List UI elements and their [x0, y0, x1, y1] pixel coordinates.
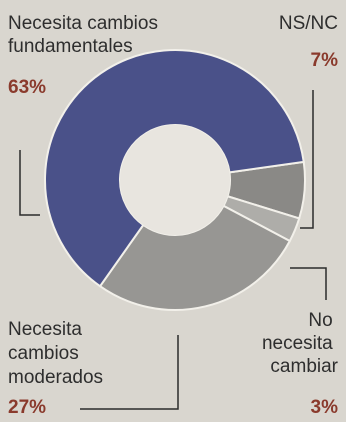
value-label-no-necesita: 3% — [311, 397, 339, 418]
value-label-nsnc: 7% — [311, 50, 339, 71]
label-moderados-line3: moderados — [8, 367, 103, 388]
label-moderados-line1: Necesita — [8, 319, 82, 340]
leader-line-fundamentales — [19, 150, 40, 216]
label-no-necesita-line3: cambiar — [270, 356, 338, 377]
value-label-fundamentales: 63% — [8, 77, 46, 98]
label-moderados-line2: cambios — [8, 343, 79, 364]
label-fundamentales-line1: Necesita cambios — [8, 13, 158, 34]
label-nsnc: NS/NC — [279, 13, 338, 34]
slices-layer — [44, 49, 306, 311]
leader-line-nsnc — [300, 90, 314, 229]
label-no-necesita-line1: No — [308, 310, 332, 331]
label-moderados: Necesita cambios moderados — [8, 319, 103, 388]
value-label-moderados: 27% — [8, 397, 46, 418]
donut-hole — [120, 125, 230, 235]
label-fundamentales-line2: fundamentales — [8, 36, 133, 57]
leader-line-no-necesita — [290, 267, 327, 300]
label-no-necesita: No necesita cambiar — [262, 310, 339, 377]
label-fundamentales: Necesita cambios fundamentales — [8, 13, 163, 57]
label-no-necesita-line2: necesita — [262, 333, 333, 354]
leader-line-moderados — [80, 335, 179, 410]
